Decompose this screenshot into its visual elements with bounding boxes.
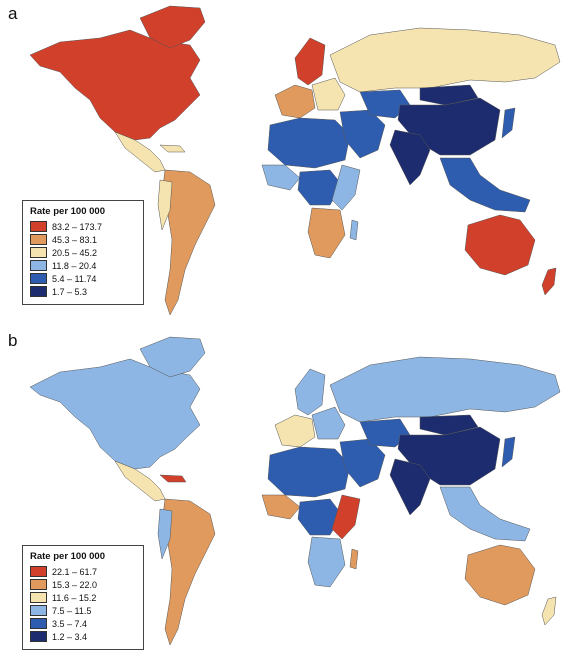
legend-item: 22.1 – 61.7 (30, 565, 135, 578)
legend-swatch (30, 247, 47, 258)
map-panel-a: a Rate per 100 000 83.2 – 173.7 45.3 – 8… (0, 0, 584, 327)
legend-label: 1.7 – 5.3 (52, 286, 88, 297)
region-europe-west (274, 414, 316, 448)
region-east-africa (331, 164, 361, 211)
legend-label: 3.5 – 7.4 (52, 618, 88, 629)
legend-label: 45.3 – 83.1 (52, 234, 98, 245)
region-australia (464, 544, 536, 606)
legend-label: 83.2 – 173.7 (52, 221, 103, 232)
legend-label: 15.3 – 22.0 (52, 579, 98, 590)
region-russia (329, 27, 561, 93)
region-west-africa (261, 494, 301, 520)
region-europe-north (294, 368, 326, 416)
legend-label: 22.1 – 61.7 (52, 566, 98, 577)
region-caribbean (159, 474, 187, 483)
legend-item: 3.5 – 7.4 (30, 617, 135, 630)
legend-swatch (30, 592, 47, 603)
region-greenland (139, 5, 206, 49)
map-panel-b: b Rate per 100 000 22.1 – 61.7 15.3 – 22… (0, 327, 584, 655)
region-north-africa (267, 446, 351, 498)
region-north-america (29, 358, 201, 470)
legend-swatch (30, 273, 47, 284)
legend-item: 1.2 – 3.4 (30, 630, 135, 643)
region-japan (501, 107, 516, 139)
legend-title: Rate per 100 000 (30, 206, 105, 217)
region-new-zealand (541, 596, 557, 626)
region-central-africa (297, 169, 343, 206)
region-north-africa (267, 117, 351, 169)
legend-label: 11.6 – 15.2 (52, 592, 97, 603)
legend-swatch (30, 631, 47, 642)
legend-title: Rate per 100 000 (30, 551, 105, 562)
legend: Rate per 100 000 83.2 – 173.7 45.3 – 83.… (22, 200, 144, 305)
region-west-africa (261, 164, 301, 191)
legend-swatch (30, 221, 47, 232)
region-southern-africa (307, 207, 346, 259)
legend-label: 5.4 – 11.74 (52, 273, 97, 284)
region-caribbean (159, 144, 186, 153)
legend-item: 20.5 – 45.2 (30, 246, 135, 259)
legend: Rate per 100 000 22.1 – 61.7 15.3 – 22.0… (22, 545, 144, 650)
legend-label: 7.5 – 11.5 (52, 605, 92, 616)
legend-item: 5.4 – 11.74 (30, 272, 135, 285)
region-north-america (29, 29, 201, 141)
region-east-africa (331, 494, 361, 540)
legend-item: 15.3 – 22.0 (30, 578, 135, 591)
legend-item: 7.5 – 11.5 (30, 604, 135, 617)
legend-item: 11.8 – 20.4 (30, 259, 135, 272)
legend-item: 11.6 – 15.2 (30, 591, 135, 604)
region-greenland (139, 336, 206, 378)
panel-letter: b (8, 331, 18, 350)
region-madagascar (349, 219, 359, 241)
region-southeast-asia (439, 486, 531, 542)
region-new-zealand (541, 267, 557, 296)
legend-label: 11.8 – 20.4 (52, 260, 97, 271)
region-australia (464, 214, 536, 276)
region-central-africa (297, 498, 343, 536)
region-madagascar (349, 548, 359, 570)
legend-swatch (30, 234, 47, 245)
legend-swatch (30, 260, 47, 271)
region-europe-west (274, 84, 316, 119)
legend-label: 1.2 – 3.4 (52, 631, 88, 642)
legend-swatch (30, 566, 47, 577)
legend-item: 1.7 – 5.3 (30, 285, 135, 298)
legend-item: 45.3 – 83.1 (30, 233, 135, 246)
region-india (389, 458, 431, 516)
region-south-america (161, 498, 216, 646)
region-europe-north (294, 37, 326, 86)
world-map-b (29, 336, 561, 646)
legend-swatch (30, 605, 47, 616)
legend-label: 20.5 – 45.2 (52, 247, 98, 258)
region-southeast-asia (439, 157, 531, 213)
region-russia (329, 356, 561, 423)
region-europe-east (311, 77, 346, 111)
region-south-america (161, 169, 216, 316)
region-south-america-west (157, 179, 173, 231)
legend-swatch (30, 579, 47, 590)
legend-swatch (30, 618, 47, 629)
legend-item: 83.2 – 173.7 (30, 220, 135, 233)
region-south-america-west (157, 508, 173, 560)
world-map-a (29, 5, 561, 316)
region-japan (501, 436, 516, 468)
region-india (389, 129, 431, 186)
legend-swatch (30, 286, 47, 297)
region-europe-east (311, 406, 346, 440)
region-southern-africa (307, 536, 346, 588)
panel-letter: a (8, 4, 18, 23)
